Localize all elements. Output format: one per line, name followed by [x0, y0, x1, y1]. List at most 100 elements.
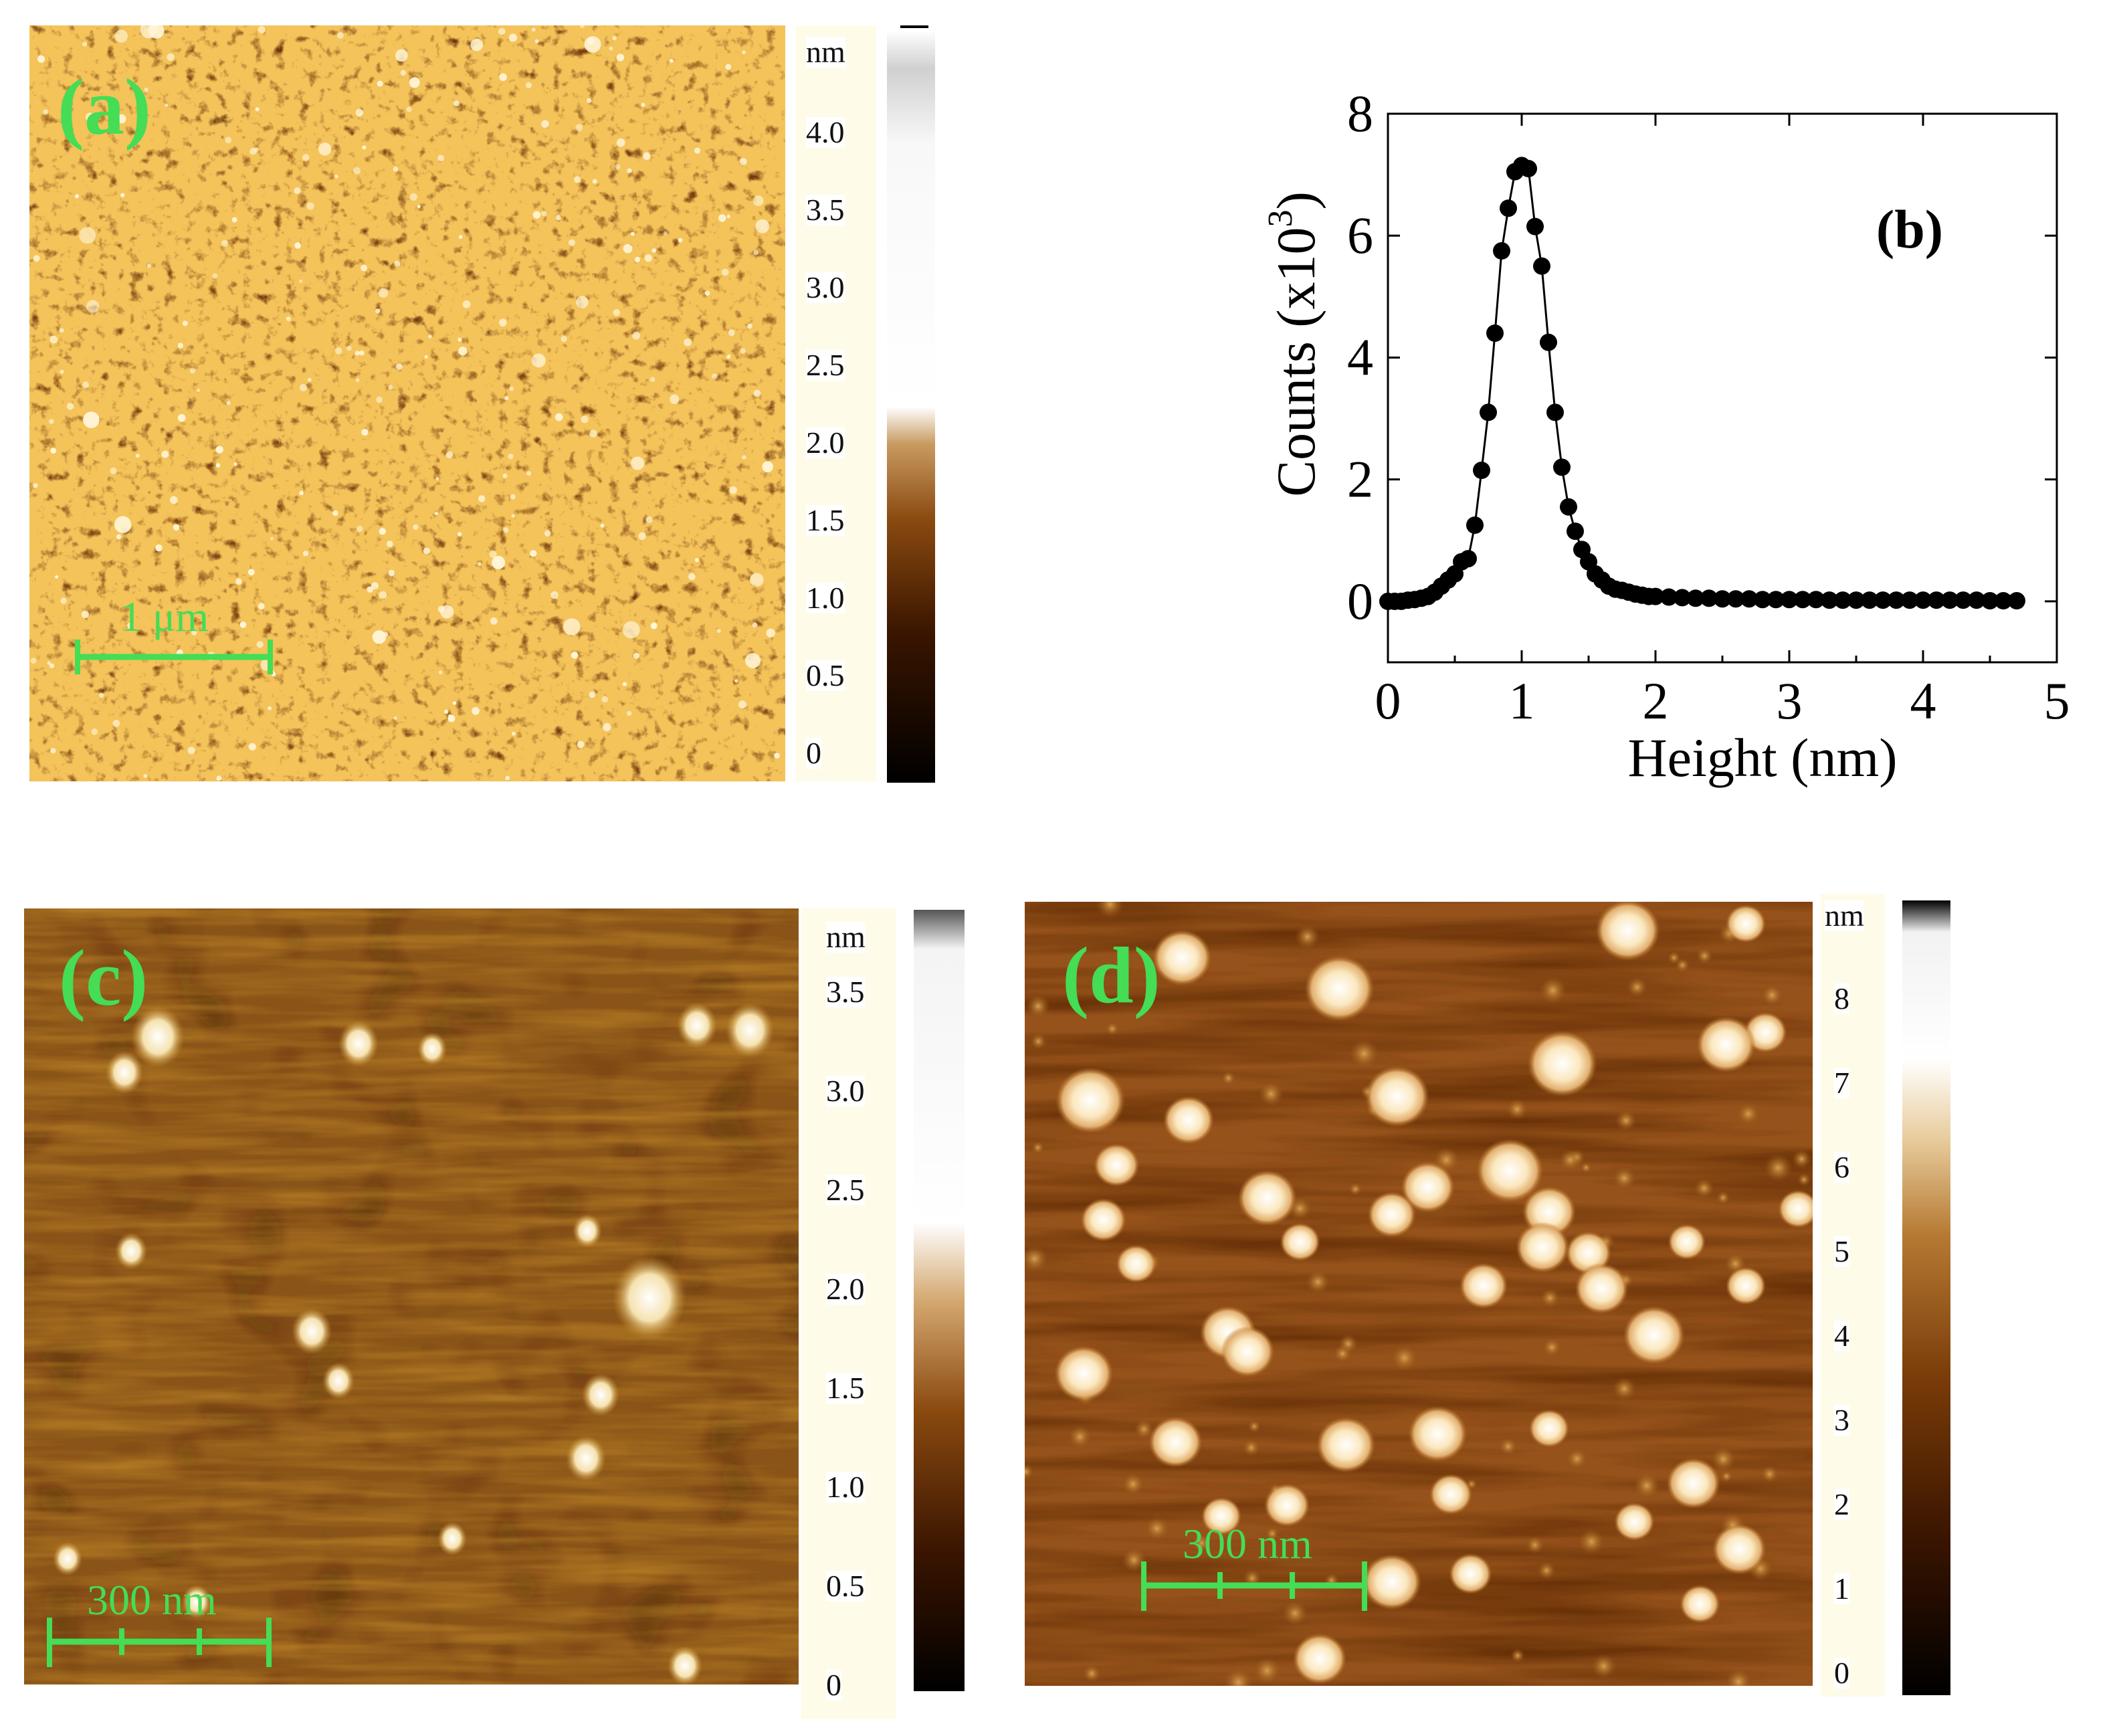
data-point: [1714, 590, 1731, 608]
particle-a: [502, 473, 508, 478]
particle-a: [581, 415, 589, 423]
particle-d-small: [1612, 1377, 1636, 1401]
particle-a: [669, 58, 674, 63]
data-point: [1567, 522, 1584, 541]
particle-d: [1666, 1458, 1720, 1509]
particle-a: [453, 100, 460, 106]
x-tick-label: 4: [1910, 672, 1936, 730]
particle-a: [50, 748, 56, 754]
particle-a: [55, 575, 59, 579]
particle-a: [630, 231, 635, 236]
particle-a: [161, 450, 169, 458]
particle-a: [82, 381, 89, 388]
particle-a: [643, 152, 651, 160]
x-tick-label: 3: [1777, 672, 1803, 730]
scale-bar-d: [1141, 1561, 1367, 1611]
particle-a: [413, 524, 419, 531]
particle-a: [739, 158, 747, 165]
particle-d-small: [1068, 1425, 1092, 1448]
data-point: [1781, 591, 1798, 609]
particle-d: [1094, 1143, 1140, 1187]
particle-a: [534, 39, 539, 43]
particle-c: [582, 1373, 619, 1417]
particle-d-small: [1567, 1448, 1587, 1470]
particle-a: [470, 38, 483, 52]
particle-a: [386, 541, 393, 547]
particle-d-small: [1106, 1022, 1119, 1036]
particle-a: [458, 347, 468, 356]
particle-a: [631, 456, 645, 470]
particle-d-small: [1559, 1149, 1581, 1171]
particle-a: [574, 176, 581, 183]
particle-d: [1163, 1096, 1214, 1145]
particle-a: [437, 605, 445, 613]
particle-a: [85, 112, 94, 122]
particle-d: [1080, 1198, 1126, 1242]
particle-a: [752, 195, 764, 207]
data-point: [1493, 242, 1510, 260]
particle-a: [332, 510, 338, 516]
particle-a: [742, 50, 746, 54]
particle-a: [438, 670, 443, 674]
particle-a: [177, 413, 186, 422]
particle-a: [576, 296, 589, 308]
particle-a: [577, 741, 585, 749]
particle-d-small: [1258, 1081, 1284, 1106]
particle-a: [400, 70, 407, 76]
particle-a: [670, 394, 680, 405]
particle-a: [393, 167, 399, 172]
particle-a: [762, 461, 773, 473]
data-point: [1928, 591, 1945, 609]
particle-d: [1778, 1189, 1813, 1228]
data-point: [1807, 591, 1825, 609]
particle-a: [388, 569, 395, 577]
particle-a: [616, 138, 625, 147]
particle-a: [376, 396, 383, 403]
particle-d: [1429, 1474, 1472, 1515]
particle-a: [43, 109, 49, 115]
particle-d-small: [1026, 994, 1050, 1018]
particle-a: [248, 743, 256, 751]
particle-a: [302, 154, 310, 161]
data-point: [1888, 591, 1905, 609]
particle-a: [294, 242, 301, 249]
data-point: [1520, 160, 1537, 177]
particle-a: [532, 211, 541, 219]
colorbar-tick: 2.0: [826, 1272, 865, 1306]
particle-a: [544, 530, 551, 537]
particle-a: [575, 124, 583, 132]
particle-a: [504, 396, 509, 401]
particle-a: [395, 49, 408, 62]
y-axis-label-main: Counts (x10: [1266, 227, 1326, 496]
particle-d: [1116, 1244, 1156, 1283]
particle-a: [355, 108, 364, 116]
particle-a: [355, 378, 360, 383]
particle-a: [74, 194, 80, 199]
particle-a: [334, 347, 342, 355]
particle-d: [1516, 1222, 1570, 1273]
particle-a: [337, 32, 344, 39]
particle-a: [663, 231, 668, 235]
particle-c: [322, 1362, 355, 1400]
colorbar-tick: 1.0: [826, 1470, 865, 1504]
particle-a: [226, 401, 231, 405]
particle-a: [120, 193, 125, 197]
particle-d-small: [1295, 924, 1320, 949]
colorbar-d: [1902, 900, 1950, 1695]
colorbar-tick: 1.0: [806, 581, 845, 615]
scale-bar-label-d: 300 nm: [1183, 1520, 1312, 1567]
particle-d-small: [1710, 1446, 1736, 1472]
particle-a: [396, 363, 403, 370]
data-point: [1968, 591, 1985, 609]
particle-a: [766, 628, 775, 638]
particle-a: [738, 700, 746, 708]
particle-a: [712, 373, 718, 379]
particle-a: [774, 753, 780, 759]
particle-d-small: [1247, 1420, 1261, 1433]
particle-a: [59, 328, 64, 333]
particle-a: [231, 217, 237, 223]
data-point: [1546, 403, 1564, 421]
data-point: [1560, 498, 1577, 516]
particle-a: [225, 136, 232, 144]
data-point: [1553, 458, 1571, 476]
